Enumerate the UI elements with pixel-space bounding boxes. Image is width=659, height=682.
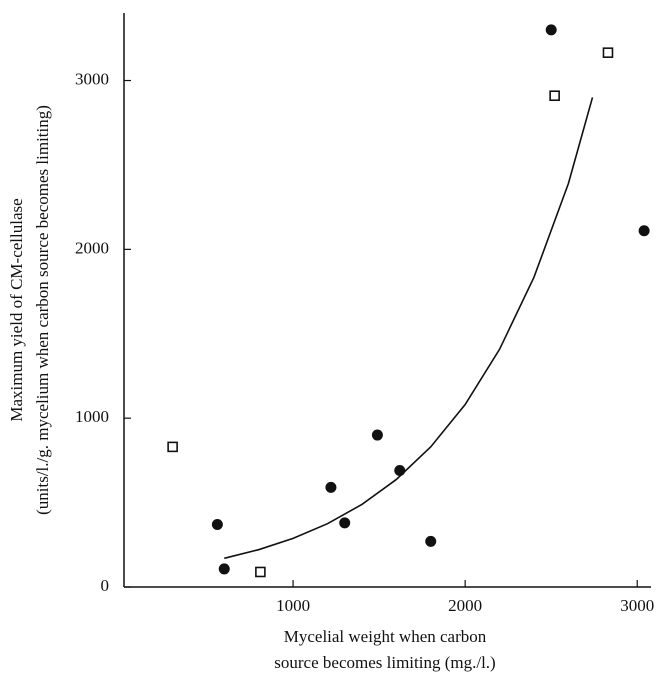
y-tick-label: 3000: [75, 69, 109, 88]
point: [638, 225, 650, 237]
y-tick-label: 1000: [75, 407, 109, 426]
point: [602, 47, 614, 58]
y-tick-label: 0: [101, 576, 110, 595]
point: [255, 566, 266, 578]
x-tick-label: 1000: [276, 596, 310, 615]
point: [549, 90, 560, 102]
point: [339, 517, 351, 529]
y-tick-label: 2000: [75, 238, 109, 257]
point: [545, 24, 557, 36]
point: [425, 535, 437, 547]
point: [211, 519, 223, 531]
y-axis-label: Maximum yield of CM-cellulase: [7, 198, 26, 421]
x-tick-label: 3000: [620, 596, 654, 615]
y-axis-label: (units/l./g. mycelium when carbon source…: [33, 105, 52, 515]
point: [167, 441, 178, 453]
point: [325, 481, 337, 493]
point: [371, 429, 383, 441]
point: [394, 465, 406, 477]
fit-curve: [224, 97, 594, 560]
x-axis-label: source becomes limiting (mg./l.): [274, 653, 495, 672]
point: [218, 563, 230, 575]
x-axis-label: Mycelial weight when carbon: [284, 627, 487, 646]
x-tick-label: 2000: [448, 596, 482, 615]
